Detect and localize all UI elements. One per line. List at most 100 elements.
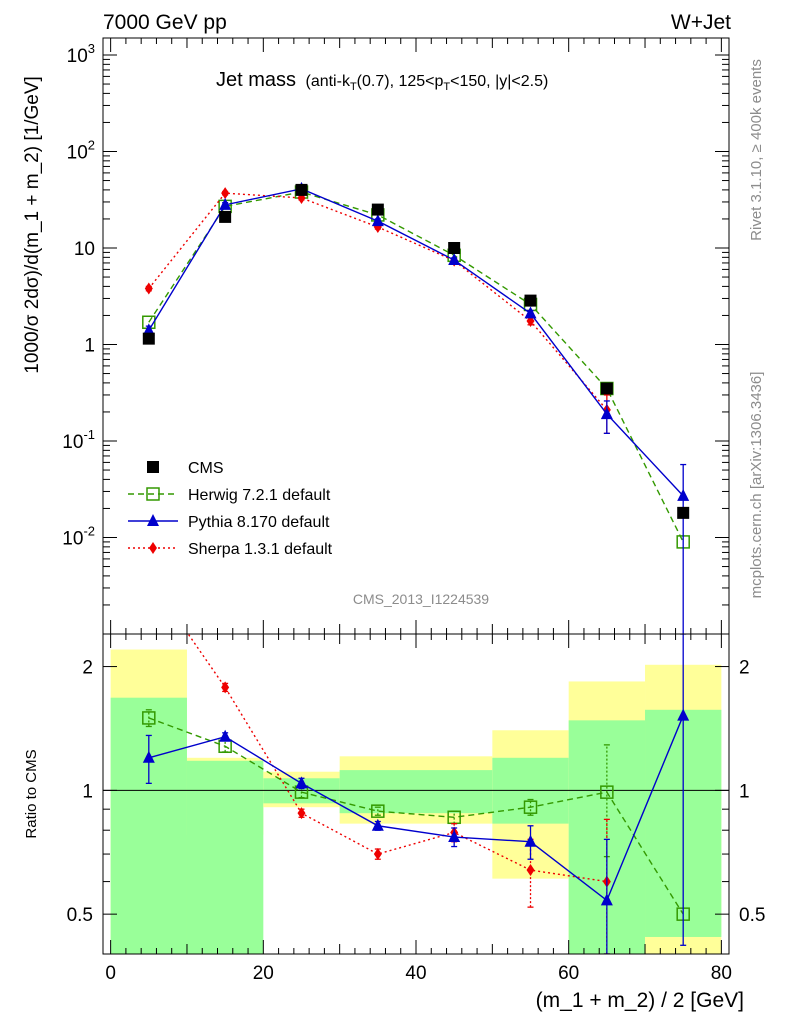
legend-marker [147,461,159,473]
tick-base: 10 [67,46,88,67]
data-point [677,488,690,501]
legend-entry: Sherpa 1.3.1 default [128,541,333,558]
tick-base: 10 [62,528,83,549]
title-detail-part: (0.7), 125<p [357,73,444,90]
legend-entry: Herwig 7.2.1 default [128,487,331,504]
ratio-data-point [371,818,384,831]
ratio-data-point [526,864,535,877]
ratio-data-point [677,708,690,721]
tick-exponent: -2 [83,523,95,538]
title-detail-part: <150, |y|<2.5) [450,73,548,90]
data-point [221,187,230,200]
series-line [148,188,684,497]
x-tick-label: 80 [711,963,732,984]
data-point [219,197,232,210]
ratio-data-point [373,848,382,861]
ratio-data-point [523,800,538,814]
x-axis-label: (m_1 + m_2) / 2 [GeV] [536,989,744,1012]
data-point [448,241,461,254]
ratio-y-tick-label-left: 2 [82,658,93,679]
ratio-panel-bands [110,649,722,954]
ratio-data-point [221,681,230,694]
data-point [448,253,461,266]
main-title-main: Jet mass [216,69,296,91]
main-title-detail: (anti-kT(0.7), 125<pT<150, |y|<2.5) [305,73,548,93]
x-tick-label: 40 [405,963,426,984]
tick-exponent: 3 [88,41,95,56]
main-y-tick-label: 102 [67,137,95,163]
ratio-data-point [600,893,613,906]
legend: CMS Herwig 7.2.1 default Pythia 8.170 defa… [128,460,333,558]
ratio-data-point [142,711,156,725]
main-series-cms [142,183,690,519]
data-point [524,306,537,319]
ratio-y-tick-label-right: 0.5 [739,905,765,926]
uncertainty-band-green [186,760,264,954]
data-point [677,506,690,519]
title-detail-part: (anti-k [305,73,350,90]
ratio-y-tick-label-right: 2 [739,658,750,679]
ratio-y-tick-label-left: 1 [82,781,93,802]
rivet-version-label: Rivet 3.1.10, ≥ 400k events [748,59,765,241]
uncertainty-band-green [416,770,493,814]
main-y-tick-label: 10 [74,239,95,260]
ratio-data-point [295,776,308,789]
main-y-tick-label: 10-2 [62,523,95,549]
ratio-data-point [371,804,385,818]
main-series-pythia [142,181,690,634]
data-point [144,282,153,295]
subscript-t: T [350,81,357,93]
main-y-axis-label: 1000/σ 2dσ)/d(m_1 + m_2) [1/GeV] [22,76,43,374]
main-panel-series [142,181,690,634]
ratio-data-point [524,834,537,847]
x-tick-label: 20 [253,963,274,984]
ratio-data-point [219,729,232,742]
ratio-y-tick-label-right: 1 [739,781,750,802]
legend-marker [147,514,159,526]
tick-exponent: -1 [83,427,95,442]
data-point [371,203,384,216]
legend-entry: CMS [147,460,224,477]
ratio-data-point [448,830,461,843]
series-line [148,191,684,543]
ratio-panel-series [142,634,690,954]
data-point [219,210,232,223]
ratio-panel-axes: 0.5 0.51 12 20 20 40 60 80 [67,634,765,984]
data-point [600,407,613,420]
analysis-watermark: CMS_2013_I1224539 [353,591,489,607]
ratio-line [148,715,684,902]
uncertainty-band-green [339,770,416,814]
legend-label: CMS [188,460,224,477]
mcplots-label: mcplots.cern.ch [arXiv:1306.3436] [748,372,765,599]
legend-label: Herwig 7.2.1 default [188,487,331,504]
x-tick-label: 0 [105,963,116,984]
data-point [524,294,537,307]
legend-marker [149,542,157,554]
tick-base: 10 [67,142,88,163]
legend-label: Pythia 8.170 default [188,514,330,531]
legend-entry: Pythia 8.170 default [128,514,330,531]
legend-marker [146,487,160,501]
ratio-data-point [600,785,614,799]
data-point [371,214,384,227]
data-point [142,332,155,345]
main-title: Jet mass (anti-kT(0.7), 125<pT<150, |y|<… [216,69,548,93]
main-y-tick-label: 1 [84,335,95,356]
main-y-tick-label: 10-1 [62,427,95,453]
tick-exponent: 2 [88,137,95,152]
data-point [295,183,308,196]
ratio-y-tick-label-left: 0.5 [67,905,93,926]
tick-base: 10 [62,432,83,453]
x-tick-label: 60 [558,963,579,984]
main-y-tick-label: 103 [67,41,95,67]
ratio-data-point [297,807,306,820]
process-label: W+Jet [671,11,731,34]
ratio-data-point [142,750,155,763]
ratio-series-pythia [142,634,690,954]
collision-label: 7000 GeV pp [103,11,227,34]
data-point [142,323,155,336]
ratio-y-axis-label: Ratio to CMS [23,749,40,838]
subscript-t: T [443,81,450,93]
